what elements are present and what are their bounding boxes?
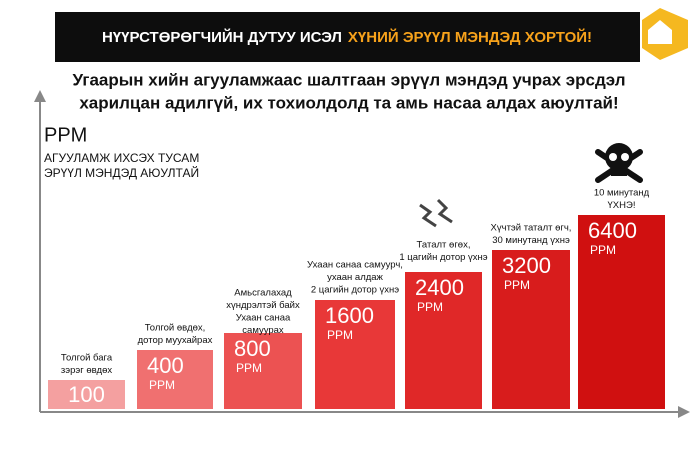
axis-unit: PPM xyxy=(44,124,87,146)
subtitle-line: Угаарын хийн агууламжаас шалтгаан эрүүл … xyxy=(72,70,625,89)
level-bar xyxy=(48,380,125,409)
level-unit: PPM xyxy=(504,278,530,292)
level-value: 3200 xyxy=(502,253,551,278)
banner xyxy=(55,12,640,62)
logo xyxy=(642,8,688,60)
banner-title: НҮҮРСТӨРӨГЧИЙН ДУТУУ ИСЭЛ ХҮНИЙ ЭРҮҮЛ МЭН… xyxy=(102,28,592,46)
level-unit: PPM xyxy=(327,328,353,342)
level-value: 2400 xyxy=(415,275,464,300)
level-caption: Ухаан санаа xyxy=(236,313,291,324)
level-caption: 2 цагийн дотор үхнэ xyxy=(311,285,399,296)
level-bar xyxy=(137,350,213,409)
level-caption: Толгой бага xyxy=(61,353,113,364)
level-caption: 1 цагийн дотор үхнэ xyxy=(399,252,487,263)
level-unit: PPM xyxy=(149,378,175,392)
level-caption: Амьсгалахад xyxy=(234,288,292,299)
lightning-icon xyxy=(419,198,453,228)
title-part2: ХҮНИЙ ЭРҮҮЛ МЭНДЭД ХОРТОЙ! xyxy=(348,28,592,46)
level-value: 800 xyxy=(234,336,271,361)
skull-icon xyxy=(595,143,643,183)
level-caption: зэрэг өвдөх xyxy=(61,365,112,376)
level-bar xyxy=(578,215,665,409)
level-bar xyxy=(492,250,570,409)
level-unit: PPM xyxy=(236,361,262,375)
level-caption: Ухаан санаа самуурч, xyxy=(307,260,403,271)
level-caption: дотор муухайрах xyxy=(138,335,213,346)
level-caption: хүндрэлтэй байх xyxy=(226,300,300,311)
level-caption: 30 минутанд үхнэ xyxy=(492,235,570,246)
level-caption: Хүчтэй таталт өгч, xyxy=(491,223,572,234)
level-caption: ҮХНЭ! xyxy=(608,200,636,211)
axis-note: АГУУЛАМЖ ИХСЭХ ТУСАМ xyxy=(44,151,199,165)
level-caption: Толгой өвдөх, xyxy=(145,323,206,334)
level-bar xyxy=(224,333,302,409)
level-caption: 10 минутанд xyxy=(594,188,650,199)
level-unit: PPM xyxy=(590,243,616,257)
axes xyxy=(34,90,690,418)
level-bar xyxy=(405,272,482,409)
level-value: 1600 xyxy=(325,303,374,328)
level-unit: PPM xyxy=(417,300,443,314)
level-caption: ухаан алдаж xyxy=(327,272,383,283)
level-bar xyxy=(315,300,395,409)
level-value: 100 xyxy=(68,382,105,407)
title-part1: НҮҮРСТӨРӨГЧИЙН ДУТУУ ИСЭЛ xyxy=(102,28,342,46)
axis-note: ЭРҮҮЛ МЭНДЭД АЮУЛТАЙ xyxy=(44,165,199,180)
level-caption: самуурах xyxy=(242,325,284,336)
level-value: 6400 xyxy=(588,218,637,243)
level-caption: Таталт өгөх, xyxy=(417,240,471,251)
subtitle-line: харилцан адилгүй, их тохиолдолд та амь н… xyxy=(79,93,618,112)
level-value: 400 xyxy=(147,353,184,378)
